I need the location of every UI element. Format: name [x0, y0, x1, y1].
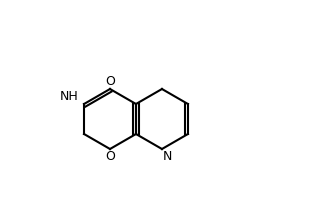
Text: O: O — [105, 74, 115, 88]
Text: NH: NH — [60, 90, 78, 103]
Text: N: N — [162, 150, 172, 163]
Text: O: O — [105, 150, 115, 163]
